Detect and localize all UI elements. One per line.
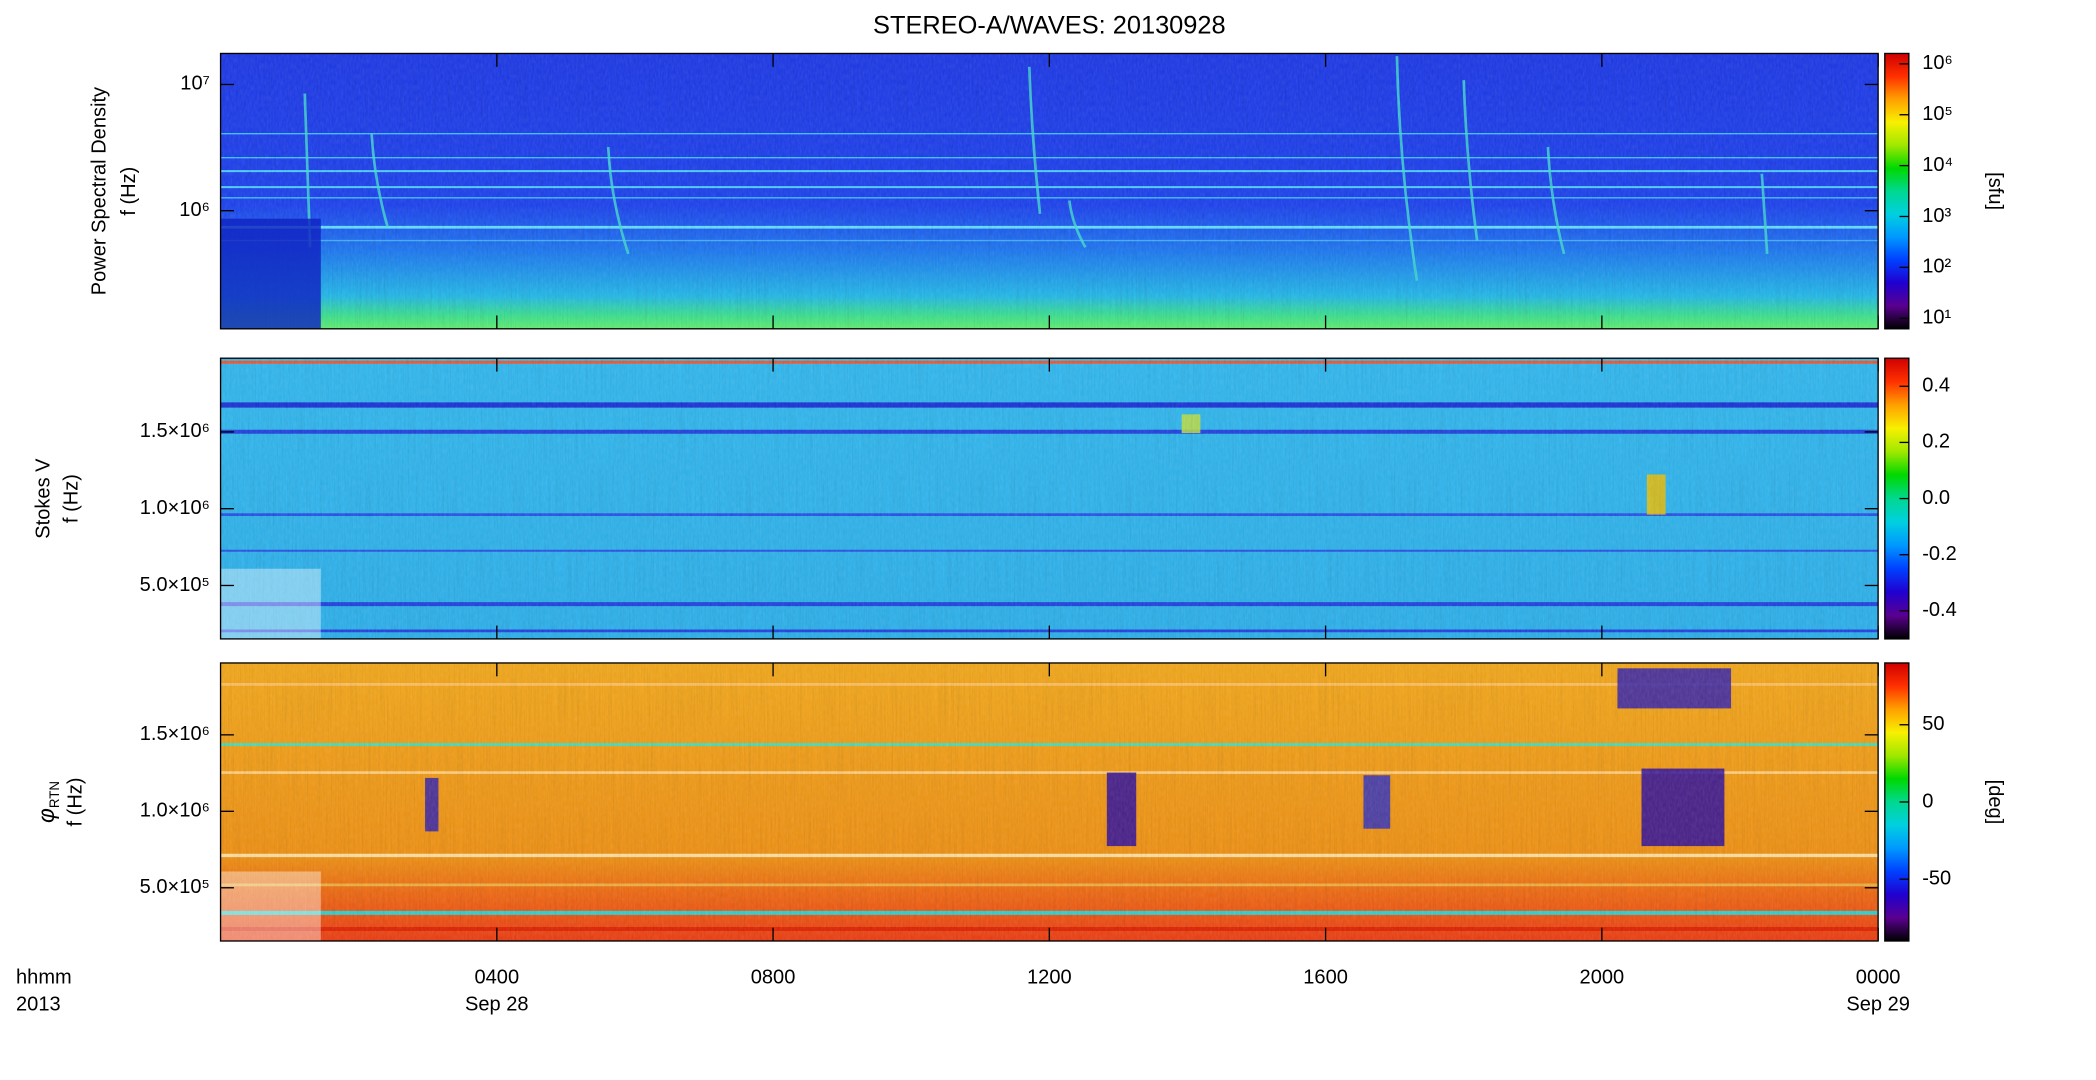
panels: 10⁶ 10⁷ Power Spectral Density f (Hz) 10¹ 10²…	[32, 52, 2006, 942]
x-tick-label: 0800	[751, 967, 796, 989]
x-tick-sublabel: Sep 28	[465, 993, 529, 1015]
data-gap	[220, 218, 321, 329]
y-axis-label: f (Hz)	[64, 777, 86, 826]
colorbar-tick-label: 0.2	[1922, 431, 1950, 453]
x-tick-label: 0000	[1856, 967, 1901, 989]
colorbar-tick-label: 10⁴	[1922, 154, 1953, 176]
y-axis-label-symbol: φ	[33, 808, 59, 823]
y-tick-label: 5.0×10⁵	[140, 574, 210, 596]
x-tick-label: 2000	[1580, 967, 1625, 989]
x-tick-sublabel: Sep 29	[1846, 993, 1910, 1015]
colorbar-tick-label: 0.0	[1922, 487, 1950, 509]
y-tick-label: 10⁶	[179, 199, 210, 221]
x-tick-label: 1200	[1027, 967, 1072, 989]
x-tick-label: 0400	[475, 967, 520, 989]
spectrogram-texture	[220, 358, 1879, 639]
y-tick-label: 1.0×10⁶	[140, 800, 210, 822]
chart-title: STEREO-A/WAVES: 20130928	[873, 11, 1226, 39]
panel: 10⁶ 10⁷ Power Spectral Density f (Hz) 10¹ 10²…	[89, 52, 2006, 330]
data-gap	[220, 871, 321, 941]
colorbar	[1884, 52, 1910, 330]
colorbar-label: [sfu]	[1984, 172, 2006, 210]
colorbar-tick-label: -0.4	[1922, 599, 1957, 621]
colorbar-tick-label: 50	[1922, 713, 1944, 735]
y-tick-label: 1.0×10⁶	[140, 497, 210, 519]
data-gap	[220, 568, 321, 639]
colorbar-tick-label: -50	[1922, 868, 1951, 890]
panel: 5.0×10⁵ 1.0×10⁶ 1.5×10⁶ φRTN f (Hz) -50 0 50 [de…	[33, 662, 2006, 942]
y-tick-label: 10⁷	[180, 73, 210, 95]
colorbar-label: [deg]	[1984, 780, 2006, 825]
x-tick-label: 1600	[1303, 967, 1348, 989]
x-axis-label: hhmm	[16, 967, 72, 989]
y-axis-label: φRTN	[33, 781, 61, 823]
colorbar-tick-label: 10²	[1922, 256, 1951, 278]
y-tick-label: 5.0×10⁵	[140, 876, 210, 898]
y-tick-label: 1.5×10⁶	[140, 420, 210, 442]
y-axis-label: f (Hz)	[60, 474, 82, 523]
y-axis-label: Stokes V	[32, 458, 54, 539]
spectrogram-texture	[220, 53, 1879, 329]
x-axis-label: 2013	[16, 993, 61, 1015]
y-axis-label: f (Hz)	[118, 167, 140, 216]
colorbar-tick-label: -0.2	[1922, 543, 1957, 565]
colorbar-tick-label: 10³	[1922, 205, 1951, 227]
y-axis-label-subscript: RTN	[46, 781, 61, 808]
colorbar-tick-label: 10⁶	[1922, 52, 1953, 74]
colorbar-tick-label: 0.4	[1922, 375, 1950, 397]
spectrogram-texture	[220, 662, 1879, 941]
panel: 5.0×10⁵ 1.0×10⁶ 1.5×10⁶ Stokes V f (Hz) -0.4 -…	[32, 357, 1957, 640]
y-tick-label: 1.5×10⁶	[140, 723, 210, 745]
y-axis-label: Power Spectral Density	[89, 87, 111, 295]
colorbar-tick-label: 0	[1922, 790, 1933, 812]
colorbar-tick-label: 10¹	[1922, 307, 1951, 329]
colorbar-tick-label: 10⁵	[1922, 103, 1953, 125]
